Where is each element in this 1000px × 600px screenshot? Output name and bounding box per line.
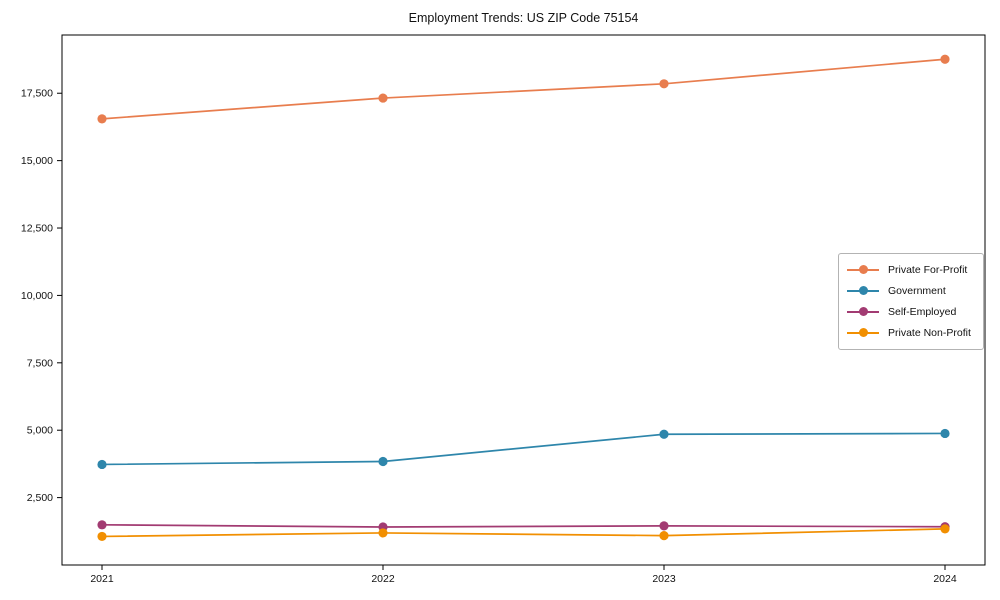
y-axis-tick-label: 12,500 — [21, 223, 53, 235]
data-point-marker-government — [378, 456, 388, 467]
y-axis-tick-label: 2,500 — [27, 492, 53, 504]
legend-dot-sample — [858, 286, 868, 295]
legend-item-private-non-profit: Private Non-Profit — [847, 322, 975, 343]
series-line-private-non-profit — [101, 528, 946, 538]
legend-marker-government — [847, 286, 879, 296]
data-point-marker-private-non-profit — [659, 531, 669, 541]
series-line-private-for-profit — [101, 58, 946, 120]
data-point-marker-private-for-profit — [659, 79, 669, 89]
legend-item-government: Government — [847, 280, 975, 301]
legend-label: Private Non-Profit — [888, 326, 971, 339]
data-point-marker-private-for-profit — [940, 54, 950, 64]
x-axis-tick-label: 2023 — [652, 573, 676, 585]
series-line-government — [101, 432, 946, 466]
y-axis-tick-label: 10,000 — [21, 290, 53, 302]
data-point-marker-self-employed — [97, 520, 107, 530]
y-axis-tick-label: 17,500 — [21, 88, 53, 100]
data-point-marker-private-for-profit — [97, 114, 107, 124]
legend-dot-sample — [858, 307, 868, 316]
legend-item-private-for-profit: Private For-Profit — [847, 259, 975, 280]
x-axis-tick-label: 2022 — [371, 573, 395, 585]
data-point-marker-government — [97, 459, 107, 470]
data-point-marker-private-non-profit — [97, 531, 107, 542]
chart-title: Employment Trends: US ZIP Code 75154 — [408, 11, 639, 25]
x-axis-tick-label: 2021 — [90, 573, 114, 585]
legend-label: Government — [888, 284, 946, 297]
legend-label: Private For-Profit — [888, 263, 968, 276]
legend-item-self-employed: Self-Employed — [847, 301, 975, 322]
data-point-marker-government — [940, 428, 950, 439]
legend-marker-private-non-profit — [847, 328, 879, 338]
x-axis-tick-label: 2024 — [933, 573, 957, 585]
legend-dot-sample — [858, 328, 868, 337]
data-point-marker-private-non-profit — [378, 528, 388, 538]
legend: Private For-Profit Government Self-Employe… — [838, 253, 984, 350]
legend-dot-sample — [858, 265, 868, 274]
y-axis-tick-label: 5,000 — [27, 425, 53, 437]
series-line-self-employed — [101, 523, 946, 528]
y-axis-tick-label: 7,500 — [27, 357, 53, 369]
y-axis-tick-label: 15,000 — [21, 155, 53, 167]
plot-border — [61, 34, 986, 566]
legend-marker-private-for-profit — [847, 265, 879, 275]
data-point-marker-self-employed — [659, 521, 669, 531]
data-point-marker-private-for-profit — [378, 93, 388, 103]
data-point-marker-government — [659, 429, 669, 439]
legend-label: Self-Employed — [888, 305, 957, 318]
legend-marker-self-employed — [847, 307, 879, 317]
data-point-marker-private-non-profit — [940, 524, 950, 534]
